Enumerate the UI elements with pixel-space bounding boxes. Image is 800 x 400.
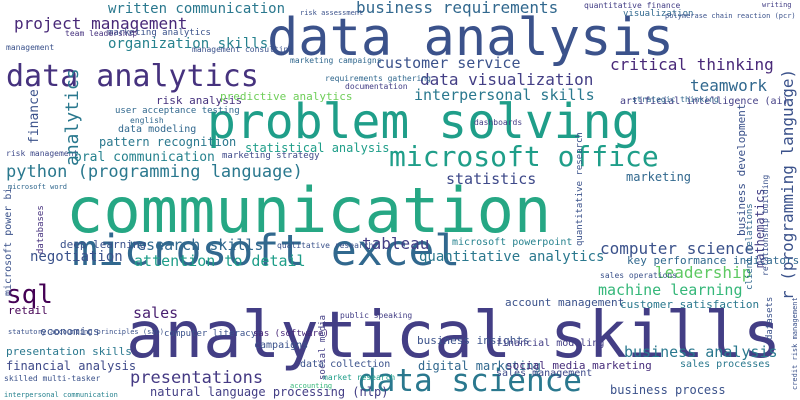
word: computer science: [600, 239, 755, 258]
word: qualitative research: [277, 241, 374, 250]
word: microsoft powerpoint: [452, 237, 573, 248]
word: visualization: [623, 9, 694, 19]
word: artificial intelligence (ai): [620, 96, 789, 107]
word: sales operations: [600, 271, 678, 280]
word: microsoft office: [389, 140, 659, 173]
word: marketing: [626, 170, 692, 184]
word: team leadership: [65, 29, 138, 38]
word: data modeling: [118, 124, 197, 135]
word: digital marketing: [418, 359, 541, 373]
word: statistics: [446, 170, 537, 188]
word: r (programming language): [778, 68, 797, 300]
word: financial analysis: [6, 359, 137, 373]
word: sql: [6, 280, 53, 310]
word: sales processes: [680, 359, 771, 370]
word: business analysis: [624, 343, 778, 361]
word: sales: [133, 304, 179, 322]
word: business process: [610, 383, 726, 397]
word: interpersonal skills: [414, 86, 595, 104]
word: analytics: [62, 68, 83, 166]
word: english: [130, 116, 164, 125]
word: market research: [323, 373, 396, 382]
word: negotiation: [30, 249, 123, 265]
word: data science: [358, 363, 582, 399]
word: dashboards: [474, 118, 523, 127]
word: campaigns: [254, 340, 309, 351]
word: teamwork: [690, 76, 768, 95]
word: machine learning: [598, 281, 743, 299]
word: datasets: [765, 296, 775, 340]
word: documentation: [345, 82, 408, 91]
word: quantitative research: [575, 132, 585, 246]
word: relationship building: [761, 174, 770, 276]
word: data analytics: [6, 59, 259, 94]
word: quantitative analytics: [419, 249, 605, 265]
word: risk assessment: [300, 9, 364, 17]
word: python (programming language): [6, 162, 303, 182]
word: attention to detail: [134, 252, 306, 270]
word: user acceptance testing: [115, 106, 240, 116]
word: social media marketing: [506, 359, 652, 372]
word: oral communication: [74, 150, 215, 165]
word: data analysis: [267, 8, 674, 68]
word: polymerase chain reaction (pcr): [665, 12, 796, 20]
word: communication: [66, 174, 552, 247]
word: written communication: [108, 1, 286, 17]
word: financial modeling: [496, 338, 605, 349]
word: economics: [40, 325, 100, 338]
word: public speaking: [340, 311, 413, 320]
word: marketing strategy: [222, 151, 320, 161]
word: databases: [36, 205, 46, 254]
word: pattern recognition: [99, 135, 237, 149]
word: organization skills: [108, 36, 269, 52]
word: natural language processing (nlp): [150, 385, 389, 399]
word: credit risk management: [791, 297, 799, 390]
word: predictive analytics: [220, 90, 353, 103]
word: risk management: [6, 149, 79, 158]
word: management consulting: [192, 45, 294, 54]
word: skilled multi-tasker: [4, 374, 101, 383]
word: research skills: [128, 236, 264, 254]
word: retail: [8, 304, 48, 317]
word: risk analysis: [156, 94, 243, 107]
word: requirements gathering: [325, 74, 431, 83]
word: account management: [505, 296, 625, 309]
word: project management: [14, 14, 188, 33]
word: sas (software): [253, 329, 329, 339]
word: analytical skills: [126, 299, 782, 373]
word: customer satisfaction: [620, 298, 760, 311]
word: client relations: [745, 203, 755, 290]
word: microsoft excel: [72, 226, 461, 276]
word: critical thinking: [610, 55, 774, 74]
word: accounting: [290, 382, 333, 390]
word: sales management: [496, 368, 593, 379]
word: statistical analysis: [245, 141, 390, 155]
word: strategic thinking: [632, 95, 719, 104]
word: data collection: [300, 359, 391, 370]
word: presentations: [130, 368, 264, 388]
word: presentation skills: [6, 345, 132, 358]
word: statutory accounting principles (sap): [8, 328, 164, 336]
word: microsoft word: [8, 183, 68, 191]
word: management: [6, 43, 55, 52]
word: quantitative finance: [584, 1, 681, 10]
word: data visualization: [420, 70, 594, 89]
word: business insights: [417, 334, 530, 347]
word: customer service: [376, 54, 521, 72]
word: deep learning: [60, 238, 147, 251]
word: leadership: [655, 263, 752, 282]
word: tableau: [362, 234, 430, 253]
word: writing: [762, 1, 792, 9]
word: business requirements: [356, 0, 559, 17]
word: computer literacy: [164, 329, 257, 339]
word: microsoft power bi: [3, 187, 14, 296]
word: problem solving: [207, 94, 641, 150]
word: marketing analytics: [108, 28, 211, 38]
word: marketing campaigns: [290, 56, 382, 65]
word: finance: [27, 89, 42, 144]
word: interpersonal communication: [4, 391, 118, 399]
word: key performance indicators: [627, 254, 800, 267]
word: social media: [318, 314, 328, 380]
